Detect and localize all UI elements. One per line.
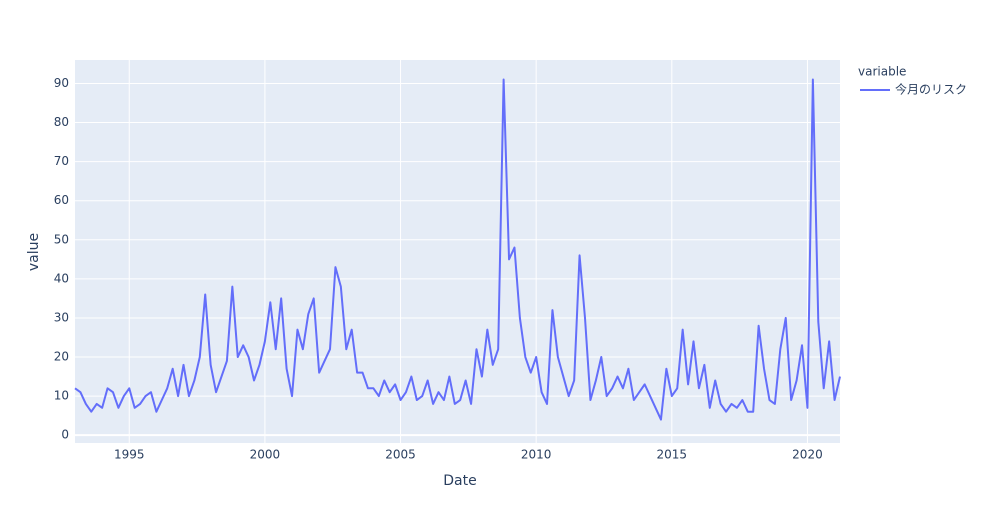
y-tick-label: 50	[54, 232, 69, 246]
y-tick-label: 70	[54, 154, 69, 168]
x-tick-label: 1995	[114, 448, 145, 462]
plot-area	[75, 60, 840, 443]
x-tick-label: 2015	[657, 448, 688, 462]
legend-label: 今月のリスク	[895, 82, 967, 97]
x-tick-label: 2010	[521, 448, 552, 462]
line	[74, 78, 841, 421]
y-tick-label: 60	[54, 193, 69, 207]
y-tick-label: 80	[54, 115, 69, 129]
y-axis-title: value	[26, 233, 42, 271]
y-tick-label: 0	[61, 428, 69, 442]
legend-title: variable	[858, 65, 906, 79]
x-axis-title: Date	[443, 473, 476, 489]
y-tick-label: 40	[54, 271, 69, 285]
y-tick-label: 30	[54, 310, 69, 324]
x-tick-label: 2000	[250, 448, 281, 462]
x-tick-label: 2020	[792, 448, 823, 462]
y-tick-label: 90	[54, 76, 69, 90]
y-tick-label: 20	[54, 350, 69, 364]
x-tick-label: 2005	[385, 448, 416, 462]
y-tick-label: 10	[54, 389, 69, 403]
